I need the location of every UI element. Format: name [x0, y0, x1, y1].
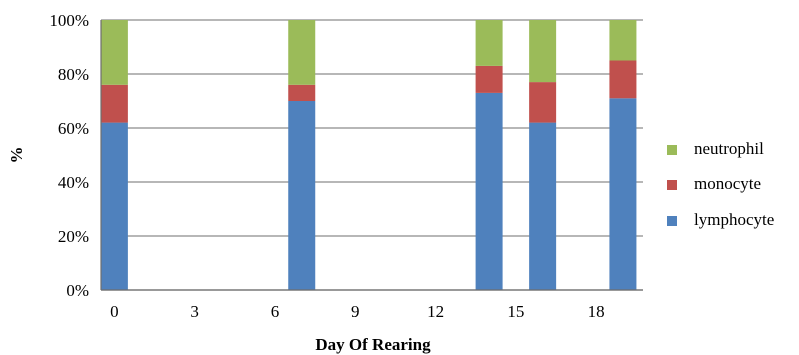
bar-segment-monocyte — [100, 84, 128, 123]
y-tick-labels: 0% 20% 40% 60% 80% 100% — [49, 11, 89, 300]
y-tick-label: 80% — [58, 65, 89, 84]
bar-segment-lymphocyte — [288, 101, 316, 290]
bar-segment-monocyte — [475, 65, 503, 93]
x-tick-label: 9 — [351, 302, 360, 321]
legend-swatch-monocyte — [667, 180, 677, 190]
bar-segment-neutrophil — [475, 20, 503, 66]
x-tick-label: 0 — [110, 302, 119, 321]
y-axis-label: % — [7, 147, 26, 164]
bar-segment-monocyte — [529, 82, 557, 123]
bar-segment-monocyte — [609, 60, 637, 99]
x-tick-label: 18 — [588, 302, 605, 321]
bar-segment-neutrophil — [288, 20, 316, 85]
legend: neutrophil monocyte lymphocyte — [667, 139, 774, 229]
bar-segment-lymphocyte — [529, 122, 557, 290]
bar-segment-lymphocyte — [609, 98, 637, 290]
legend-swatch-neutrophil — [667, 145, 677, 155]
legend-label-neutrophil: neutrophil — [694, 139, 764, 158]
bar-segment-lymphocyte — [100, 122, 128, 290]
x-axis-label: Day Of Rearing — [315, 335, 431, 354]
y-tick-label: 20% — [58, 227, 89, 246]
legend-label-lymphocyte: lymphocyte — [694, 210, 774, 229]
bar-segment-neutrophil — [100, 20, 128, 85]
y-tick-label: 60% — [58, 119, 89, 138]
legend-swatch-lymphocyte — [667, 216, 677, 226]
legend-label-monocyte: monocyte — [694, 174, 761, 193]
x-tick-label: 6 — [271, 302, 280, 321]
x-tick-label: 12 — [427, 302, 444, 321]
y-tick-label: 40% — [58, 173, 89, 192]
x-tick-label: 3 — [190, 302, 199, 321]
axes — [100, 20, 643, 291]
bars — [100, 20, 637, 291]
bar-segment-neutrophil — [529, 20, 557, 83]
bar-segment-neutrophil — [609, 20, 637, 61]
bar-segment-monocyte — [288, 84, 316, 101]
bar-segment-lymphocyte — [475, 92, 503, 291]
y-tick-label: 0% — [66, 281, 89, 300]
y-tick-label: 100% — [49, 11, 89, 30]
grid-lines — [101, 19, 643, 291]
x-tick-labels: 0 3 6 9 12 15 18 — [110, 302, 605, 321]
x-tick-label: 15 — [507, 302, 524, 321]
